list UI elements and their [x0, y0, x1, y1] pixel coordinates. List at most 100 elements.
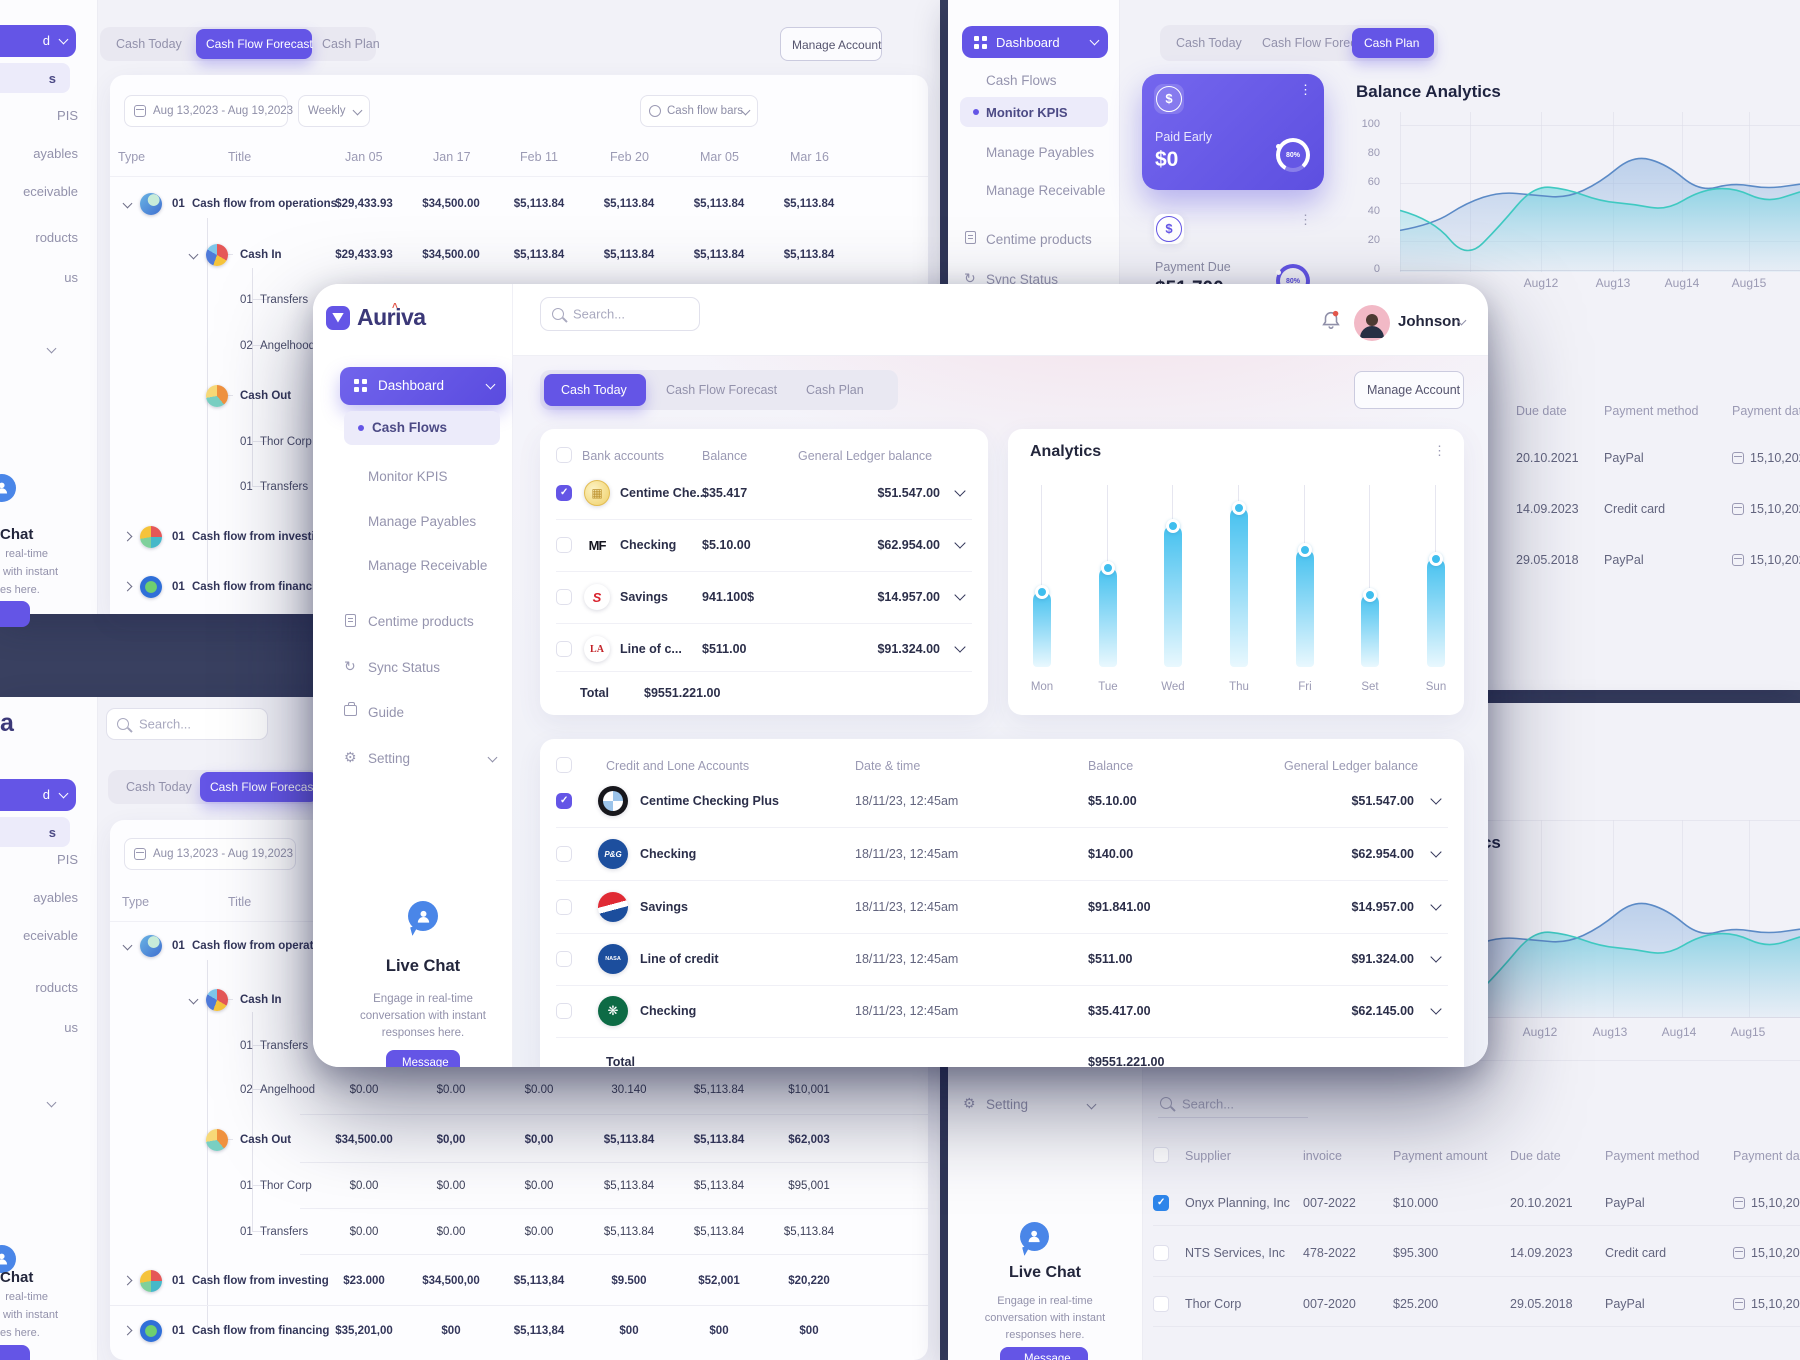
tab-cash-today[interactable]: Cash Today: [544, 374, 646, 406]
live-chat-icon[interactable]: [408, 901, 438, 931]
kebab-menu-icon[interactable]: ⋮: [1299, 212, 1312, 227]
sidebar-item-monitor-kpis[interactable]: Monitor KPIS: [960, 97, 1108, 127]
sidebar-item-manage-receivable[interactable]: Manage Receivable: [368, 558, 488, 573]
tab-cash-plan[interactable]: Cash Plan: [806, 383, 864, 397]
search-input[interactable]: Search...: [106, 708, 268, 740]
search-input[interactable]: Search...: [1158, 1090, 1308, 1118]
tab-cash-today[interactable]: Cash Today: [1176, 36, 1242, 50]
sidebar-item-centime-products[interactable]: Centime products: [368, 614, 474, 629]
live-chat-line: with instant: [2, 566, 58, 578]
manage-account-button[interactable]: Manage Account: [1354, 371, 1464, 409]
kebab-menu-icon[interactable]: ⋮: [1299, 82, 1312, 97]
avatar[interactable]: [1354, 305, 1390, 341]
row-checkbox[interactable]: [556, 899, 572, 915]
chevron-down-icon[interactable]: [46, 343, 57, 354]
sidebar-item-cashflows-cut[interactable]: s: [0, 817, 70, 847]
sidebar-item-payables-cut[interactable]: ayables: [33, 890, 78, 905]
row-checkbox[interactable]: [556, 846, 572, 862]
chevron-down-icon[interactable]: [954, 537, 966, 549]
row-checkbox[interactable]: [556, 641, 572, 657]
sidebar-item-dashboard-cut[interactable]: d: [0, 25, 76, 57]
tab-cash-today[interactable]: Cash Today: [126, 780, 192, 794]
live-chat-icon[interactable]: [0, 1245, 16, 1273]
row-checkbox[interactable]: [556, 589, 572, 605]
tab-cash-plan[interactable]: Cash Plan: [1352, 28, 1434, 58]
sidebar-item-manage-payables[interactable]: Manage Payables: [368, 514, 477, 529]
user-name[interactable]: Johnson: [1398, 313, 1461, 330]
chevron-down-icon[interactable]: [1430, 793, 1442, 805]
row-checkbox[interactable]: [556, 793, 572, 809]
tab-cash-today[interactable]: Cash Today: [116, 37, 182, 51]
row-checkbox[interactable]: [1153, 1195, 1169, 1211]
select-all-checkbox[interactable]: [556, 757, 572, 773]
chevron-down-icon[interactable]: [954, 641, 966, 653]
tab-cash-plan[interactable]: Cash Plan: [322, 37, 380, 51]
day-label: Thu: [1229, 681, 1249, 693]
period-select[interactable]: Weekly: [298, 95, 370, 127]
sidebar-item-manage-payables[interactable]: Manage Payables: [986, 145, 1095, 160]
chevron-down-icon[interactable]: [1430, 1003, 1442, 1015]
message-button-cut[interactable]: Message: [1000, 1347, 1088, 1360]
sidebar-item-payables-cut[interactable]: ayables: [33, 146, 78, 161]
sidebar-item-receivable-cut[interactable]: eceivable: [23, 928, 78, 943]
sidebar-item-manage-receivable[interactable]: Manage Receivable: [986, 183, 1106, 198]
message-button-cut[interactable]: [0, 601, 30, 627]
row-checkbox[interactable]: [556, 537, 572, 553]
cell-value: $00: [799, 1325, 819, 1337]
date-range-picker[interactable]: Aug 13,2023 - Aug 19,2023: [124, 95, 293, 127]
sidebar-item-products-cut[interactable]: roducts: [35, 980, 78, 995]
sidebar-item-cash-flows[interactable]: Cash Flows: [986, 73, 1057, 88]
chevron-down-icon[interactable]: [954, 485, 966, 497]
chevron-down-icon[interactable]: [487, 752, 498, 763]
sidebar-item-cashflows-cut[interactable]: s: [0, 63, 70, 93]
view-mode-select[interactable]: Cash flow bars: [640, 95, 758, 127]
chevron-down-icon[interactable]: [954, 589, 966, 601]
chevron-down-icon[interactable]: [1430, 951, 1442, 963]
chevron-down-icon[interactable]: [1430, 899, 1442, 911]
sidebar-item-centime-products[interactable]: Centime products: [986, 232, 1092, 247]
select-all-checkbox[interactable]: [1153, 1147, 1169, 1163]
sidebar-item-setting[interactable]: Setting: [986, 1097, 1029, 1112]
row-checkbox[interactable]: [556, 485, 572, 501]
kebab-menu-icon[interactable]: ⋮: [1433, 443, 1446, 458]
tab-cash-flow-forecast[interactable]: Cash Flow Forecast: [1262, 36, 1374, 50]
live-chat-icon[interactable]: [0, 474, 16, 502]
search-input[interactable]: Search...: [540, 297, 700, 331]
live-chat-icon[interactable]: [1020, 1222, 1049, 1251]
row-checkbox[interactable]: [556, 951, 572, 967]
sidebar-item-dashboard-cut[interactable]: d: [0, 779, 76, 811]
cell-value: $23.000: [343, 1275, 385, 1287]
date-range-picker[interactable]: Aug 13,2023 - Aug 19,2023: [124, 838, 296, 870]
select-all-checkbox[interactable]: [556, 447, 572, 463]
tab-cash-flow-forecast[interactable]: Cash Flow Forecast: [666, 383, 778, 397]
paid-early-card[interactable]: $ ⋮ Paid Early $0 80%: [1142, 74, 1324, 190]
row-checkbox[interactable]: [556, 1003, 572, 1019]
chevron-down-icon[interactable]: [46, 1097, 57, 1108]
sidebar-item-syncstatus-cut[interactable]: us: [64, 1020, 78, 1035]
row-checkbox[interactable]: [1153, 1296, 1169, 1312]
tab-cash-flow-forecast[interactable]: Cash Flow Forecast: [200, 772, 318, 802]
sidebar-item-guide[interactable]: Guide: [368, 705, 405, 720]
sidebar-item-monitor-kpis[interactable]: Monitor KPIS: [368, 469, 448, 484]
sidebar-item-dashboard[interactable]: Dashboard: [340, 367, 506, 405]
sidebar-item-monitorkpis-cut[interactable]: PIS: [57, 852, 78, 867]
cell-value: $52,001: [698, 1275, 740, 1287]
message-button-cut[interactable]: [0, 1345, 30, 1360]
row-divider: [300, 1254, 928, 1255]
row-divider: [556, 671, 972, 672]
sidebar-item-dashboard[interactable]: Dashboard: [962, 26, 1108, 58]
sidebar-item-products-cut[interactable]: roducts: [35, 230, 78, 245]
tab-cash-flow-forecast[interactable]: Cash Flow Forecast: [196, 29, 313, 59]
sidebar-item-receivable-cut[interactable]: eceivable: [23, 184, 78, 199]
message-button[interactable]: Message: [386, 1050, 460, 1067]
sidebar-item-monitorkpis-cut[interactable]: PIS: [57, 108, 78, 123]
sidebar-item-setting[interactable]: Setting: [368, 751, 411, 766]
row-checkbox[interactable]: [1153, 1245, 1169, 1261]
bell-icon[interactable]: [1320, 308, 1342, 332]
sidebar-item-syncstatus-cut[interactable]: us: [64, 270, 78, 285]
sidebar-item-sync-status[interactable]: Sync Status: [986, 272, 1059, 287]
chevron-down-icon[interactable]: [1430, 846, 1442, 858]
sidebar-item-cash-flows[interactable]: Cash Flows: [344, 411, 500, 445]
manage-account-button[interactable]: Manage Account: [780, 27, 882, 61]
sidebar-item-sync-status[interactable]: Sync Status: [368, 660, 441, 675]
